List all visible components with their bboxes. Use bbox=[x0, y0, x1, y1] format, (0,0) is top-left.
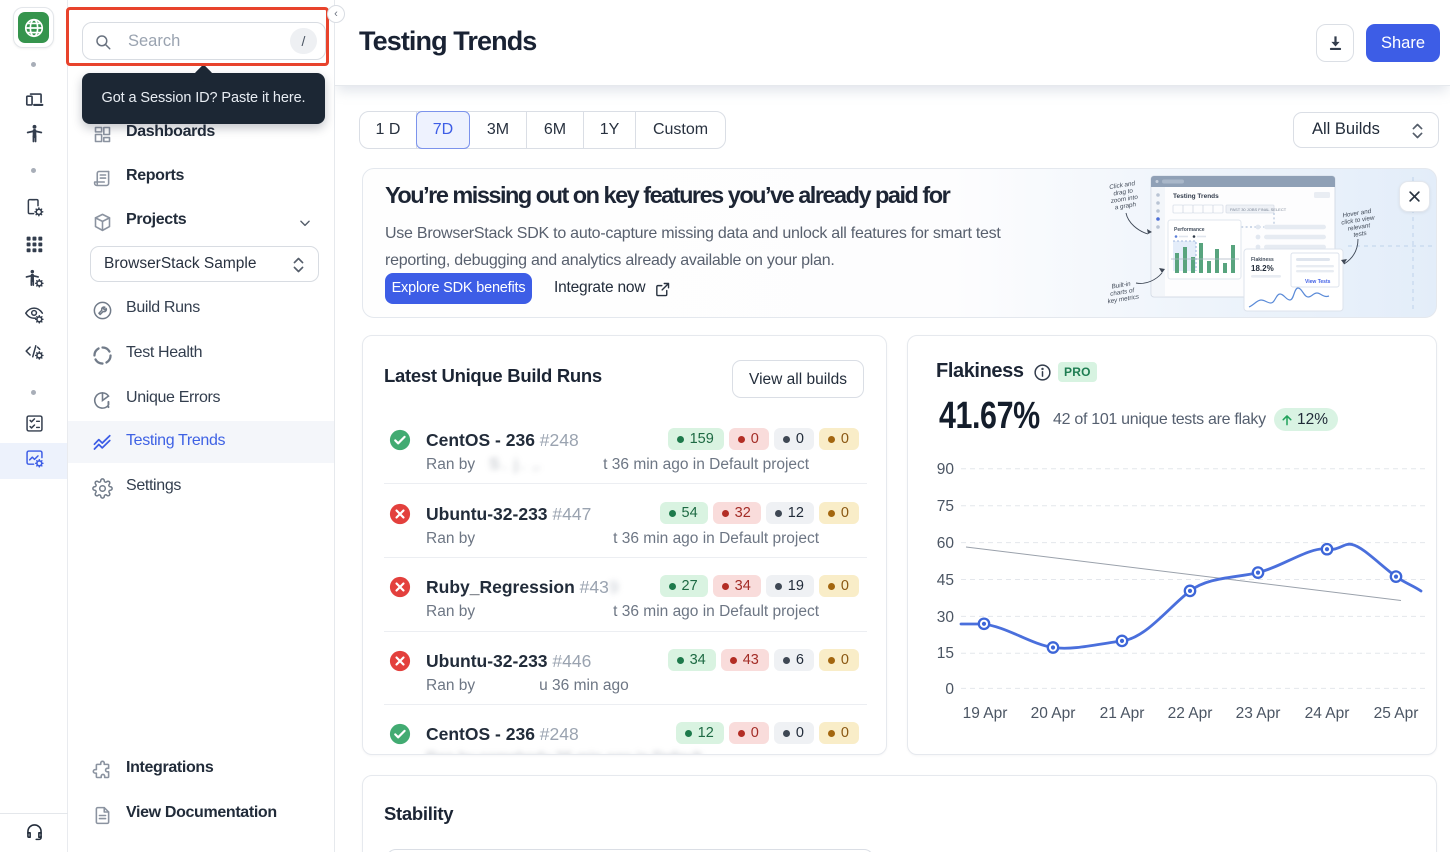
svg-text:Hover and: Hover and bbox=[1342, 208, 1372, 220]
svg-text:24 Apr: 24 Apr bbox=[1305, 705, 1350, 722]
svg-text:75: 75 bbox=[937, 498, 954, 515]
svg-text:23 Apr: 23 Apr bbox=[1236, 705, 1281, 722]
svg-text:0: 0 bbox=[945, 681, 954, 698]
svg-text:a graph: a graph bbox=[1114, 201, 1137, 211]
svg-text:20 Apr: 20 Apr bbox=[1031, 705, 1076, 722]
svg-text:15: 15 bbox=[937, 645, 954, 662]
svg-text:Testing Trends: Testing Trends bbox=[1173, 193, 1219, 200]
svg-text:drag to: drag to bbox=[1113, 187, 1134, 197]
svg-text:60: 60 bbox=[937, 535, 955, 552]
svg-text:90: 90 bbox=[937, 461, 955, 478]
svg-text:Performance: Performance bbox=[1174, 227, 1205, 233]
svg-text:charts of: charts of bbox=[1110, 287, 1136, 298]
svg-text:22 Apr: 22 Apr bbox=[1168, 705, 1213, 722]
svg-text:tests: tests bbox=[1353, 230, 1368, 239]
svg-text:View Tests: View Tests bbox=[1305, 279, 1331, 285]
svg-text:relevant: relevant bbox=[1347, 222, 1370, 232]
svg-text:Built-in: Built-in bbox=[1111, 281, 1132, 291]
svg-text:zoom into: zoom into bbox=[1109, 194, 1139, 205]
svg-text:Flakiness: Flakiness bbox=[1251, 257, 1274, 263]
svg-text:45: 45 bbox=[937, 572, 954, 589]
svg-text:21 Apr: 21 Apr bbox=[1100, 705, 1145, 722]
svg-text:PAST 30 JOBS FINAL SELECT: PAST 30 JOBS FINAL SELECT bbox=[1230, 207, 1287, 212]
svg-text:19 Apr: 19 Apr bbox=[963, 705, 1008, 722]
svg-text:25 Apr: 25 Apr bbox=[1374, 705, 1419, 722]
svg-text:18.2%: 18.2% bbox=[1251, 264, 1274, 273]
svg-text:Click and: Click and bbox=[1109, 180, 1136, 191]
svg-text:30: 30 bbox=[937, 609, 955, 626]
